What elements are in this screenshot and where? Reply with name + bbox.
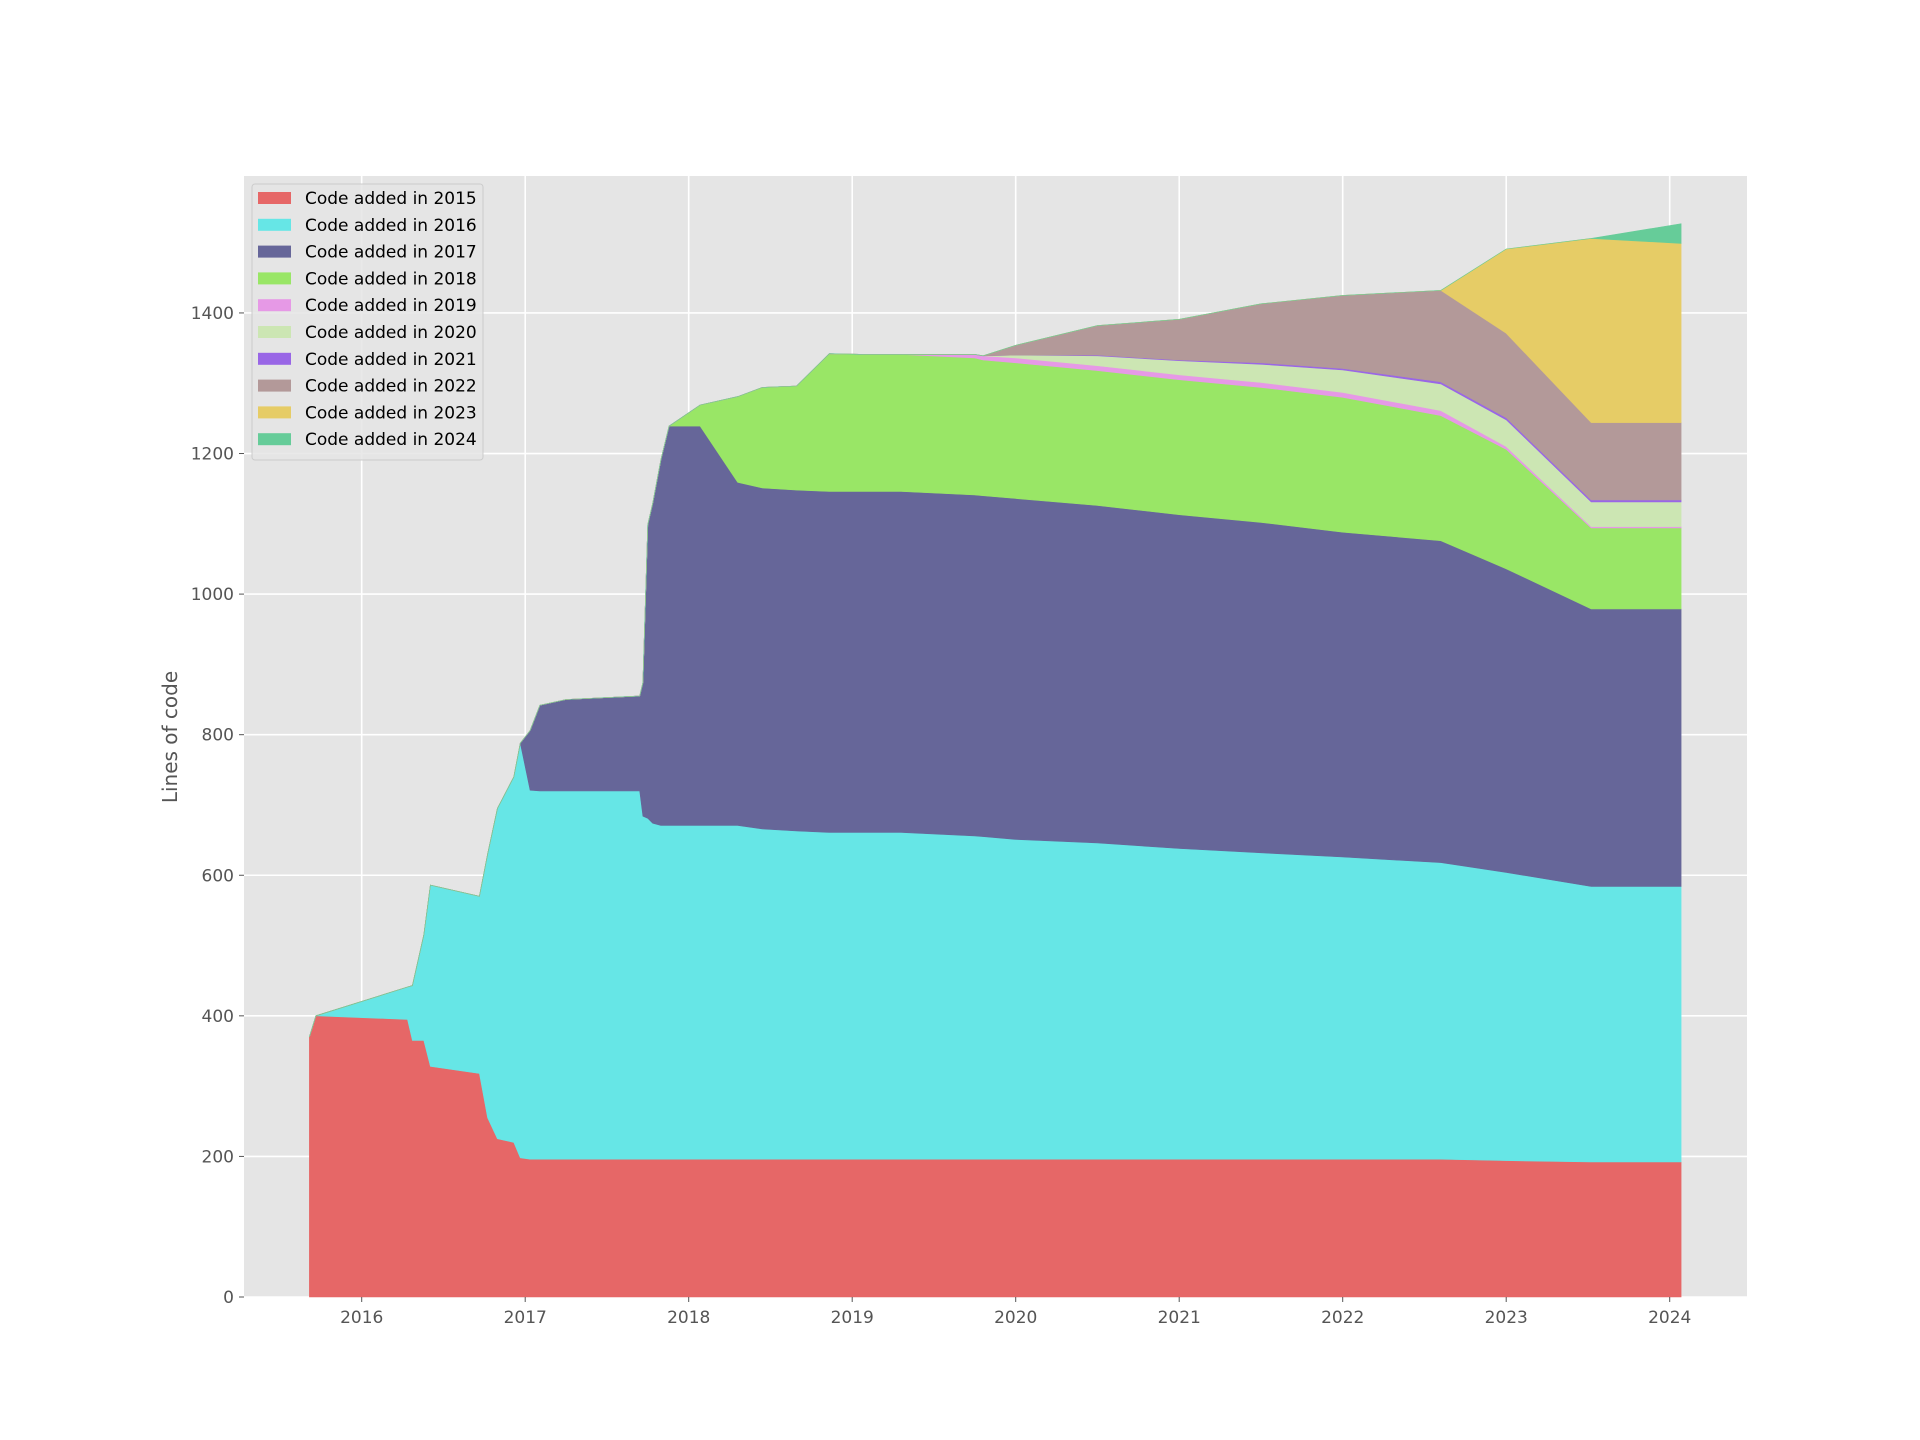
legend-item: Code added in 2017 (258, 243, 477, 263)
legend-label: Code added in 2018 (305, 269, 477, 289)
y-axis-label: Lines of code (158, 671, 182, 803)
area-series-2024 (309, 223, 1682, 1037)
legend-box (251, 183, 484, 461)
x-tick-label: 2020 (994, 1308, 1037, 1328)
x-axis: 2016 2017 2018 2019 2020 2021 2022 2023 2024 (340, 1297, 1691, 1328)
x-tick-label: 2017 (504, 1308, 547, 1328)
legend-label: Code added in 2024 (305, 430, 477, 450)
y-tick-label: 1200 (191, 445, 234, 465)
y-tick-label: 600 (202, 866, 234, 886)
x-tick-label: 2021 (1158, 1308, 1201, 1328)
legend-item: Code added in 2020 (258, 323, 477, 343)
legend-swatch (258, 352, 291, 365)
legend-swatch (258, 326, 291, 338)
legend-swatch (258, 299, 291, 312)
x-tick-label: 2023 (1485, 1308, 1528, 1328)
y-tick-label: 400 (202, 1007, 234, 1027)
legend-label: Code added in 2021 (305, 350, 477, 370)
y-tick-label: 1400 (191, 304, 234, 324)
stacked-areas (309, 223, 1682, 1298)
legend-swatch (258, 379, 291, 392)
legend-label: Code added in 2019 (305, 296, 477, 316)
y-tick-label: 200 (202, 1147, 234, 1167)
x-tick-label: 2024 (1648, 1308, 1691, 1328)
legend-label: Code added in 2023 (305, 403, 477, 423)
legend-swatch (258, 406, 291, 419)
legend-swatch (258, 433, 291, 446)
x-tick-label: 2019 (831, 1308, 874, 1328)
legend-label: Code added in 2016 (305, 216, 477, 236)
legend-label: Code added in 2020 (305, 323, 477, 343)
legend-item: Code added in 2015 (258, 189, 477, 209)
legend-swatch (258, 218, 291, 231)
legend-item: Code added in 2016 (258, 216, 477, 236)
legend-item: Code added in 2018 (258, 269, 477, 289)
legend-item: Code added in 2021 (258, 350, 477, 370)
y-tick-label: 1000 (191, 585, 234, 605)
legend-label: Code added in 2017 (305, 243, 477, 263)
y-tick-label: 0 (223, 1288, 234, 1308)
y-axis: 0 200 400 600 800 1000 1200 1400 (191, 304, 244, 1308)
legend-label: Code added in 2022 (305, 377, 477, 397)
x-tick-label: 2016 (340, 1308, 383, 1328)
x-tick-label: 2018 (667, 1308, 710, 1328)
y-tick-label: 800 (202, 726, 234, 746)
legend-item: Code added in 2023 (258, 403, 477, 423)
legend-swatch (258, 272, 291, 285)
legend-item: Code added in 2019 (258, 296, 477, 316)
legend-swatch (258, 245, 291, 258)
legend: Code added in 2015 Code added in 2016 Code… (251, 183, 484, 461)
legend-item: Code added in 2022 (258, 377, 477, 397)
x-tick-label: 2022 (1321, 1308, 1364, 1328)
legend-swatch (258, 192, 291, 204)
legend-item: Code added in 2024 (258, 430, 477, 450)
legend-label: Code added in 2015 (305, 189, 477, 209)
